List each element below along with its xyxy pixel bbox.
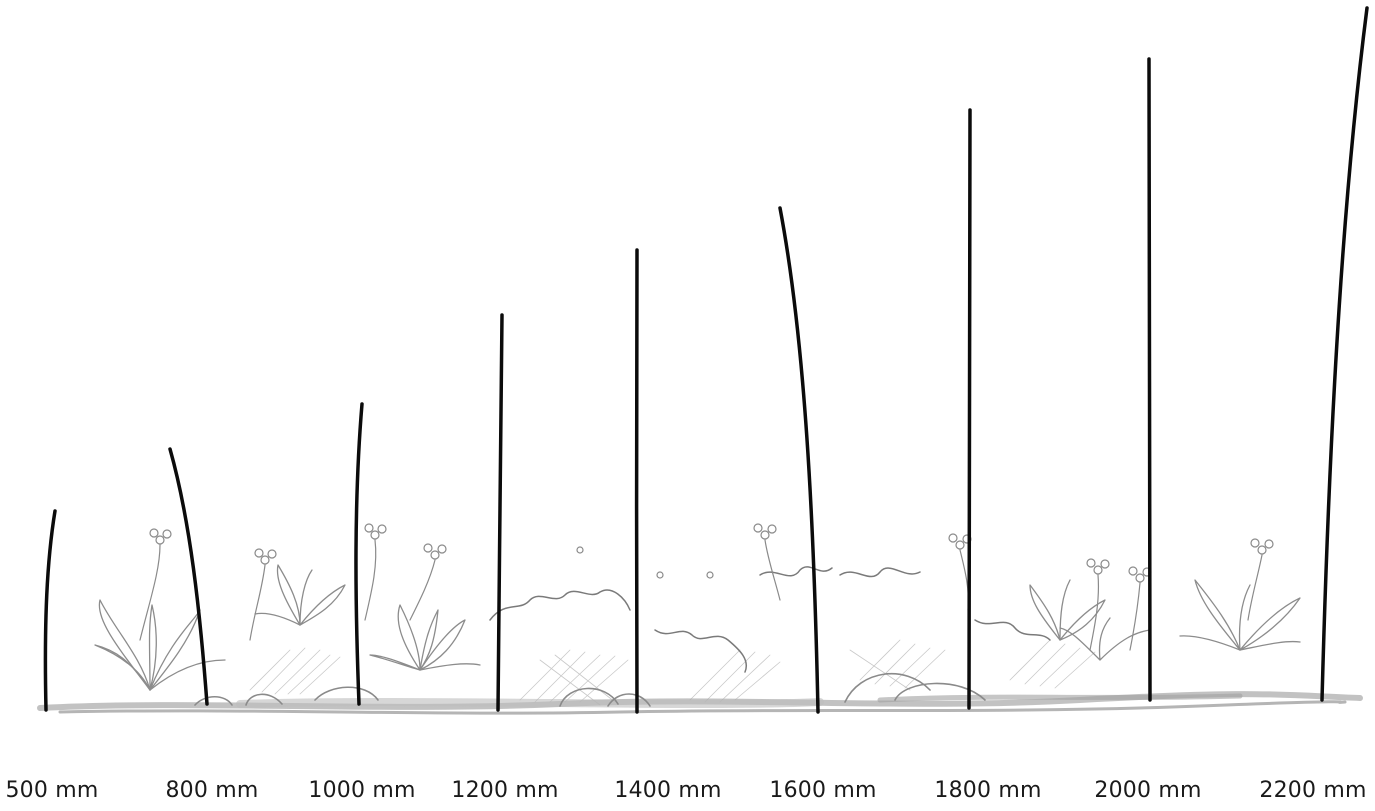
stake-2000 — [1147, 57, 1152, 702]
stake-1800 — [966, 108, 972, 710]
stake-label-1400: 1400 mm — [614, 778, 722, 803]
stake-label-1600: 1600 mm — [769, 778, 877, 803]
stakes — [43, 6, 1369, 714]
stake-label-1200: 1200 mm — [451, 778, 559, 803]
shrub-scribbles — [489, 566, 1051, 673]
stake-800 — [168, 447, 209, 706]
stake-label-1000: 1000 mm — [308, 778, 416, 803]
stake-label-800: 800 mm — [165, 778, 259, 803]
stake-500 — [43, 509, 57, 712]
leafy-plants — [94, 564, 1301, 691]
stake-1200 — [496, 313, 504, 712]
stake-label-1800: 1800 mm — [934, 778, 1042, 803]
stake-label-2000: 2000 mm — [1094, 778, 1202, 803]
stones — [194, 673, 986, 707]
stake-1600 — [778, 206, 820, 714]
stake-2200 — [1320, 6, 1369, 702]
flowers — [139, 523, 1274, 651]
stake-1000 — [354, 402, 364, 706]
soil-hatching — [249, 639, 1096, 706]
stake-label-500: 500 mm — [5, 778, 99, 803]
garden-bed-sketch — [37, 523, 1363, 715]
stake-label-2200: 2200 mm — [1259, 778, 1367, 803]
